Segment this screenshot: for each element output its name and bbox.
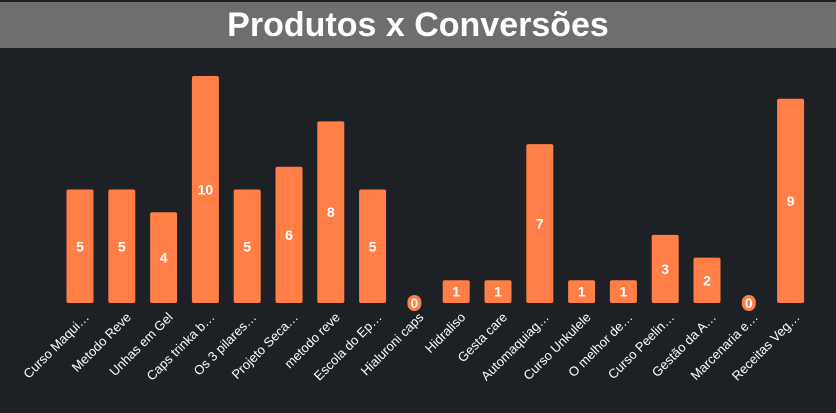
title-bar: Produtos x Conversões xyxy=(0,2,836,48)
bar[interactable] xyxy=(777,98,805,303)
bar-value-label: 7 xyxy=(536,216,544,232)
bar[interactable] xyxy=(526,144,554,303)
bar[interactable] xyxy=(150,212,178,303)
bar[interactable] xyxy=(108,189,136,304)
bar-value-label: 8 xyxy=(327,204,335,220)
bar[interactable] xyxy=(609,280,637,303)
bar[interactable] xyxy=(191,76,219,303)
chart-title: Produtos x Conversões xyxy=(227,6,609,44)
bar-value-label: 2 xyxy=(703,272,711,288)
bar-value-label: 4 xyxy=(160,250,168,266)
bar[interactable] xyxy=(693,257,721,303)
bar-value-label: 1 xyxy=(578,284,586,300)
bar-zero-marker[interactable] xyxy=(741,295,756,311)
bar[interactable] xyxy=(484,280,512,303)
bar-value-label: 5 xyxy=(243,238,251,254)
bar-group: 7Automaquiag… xyxy=(478,144,554,383)
bar-value-label: 3 xyxy=(661,261,669,277)
bar[interactable] xyxy=(233,189,261,304)
bar[interactable] xyxy=(568,280,596,303)
bar-value-label: 0 xyxy=(745,295,753,311)
bar[interactable] xyxy=(651,234,679,303)
bar-value-label: 5 xyxy=(369,238,377,254)
bar[interactable] xyxy=(66,189,94,304)
bar-value-label: 10 xyxy=(198,182,214,198)
bar-value-label: 5 xyxy=(118,238,126,254)
bar[interactable] xyxy=(442,280,470,303)
bar-value-label: 1 xyxy=(620,284,628,300)
bar[interactable] xyxy=(359,189,387,304)
bar[interactable] xyxy=(275,166,303,303)
bar-value-label: 9 xyxy=(787,193,795,209)
bar-value-label: 1 xyxy=(494,284,502,300)
bar-value-label: 6 xyxy=(285,227,293,243)
bar-value-label: 0 xyxy=(411,295,419,311)
bar-zero-marker[interactable] xyxy=(407,295,422,311)
bar[interactable] xyxy=(317,121,345,304)
bar-value-label: 5 xyxy=(76,238,84,254)
bar-value-label: 1 xyxy=(452,284,460,300)
